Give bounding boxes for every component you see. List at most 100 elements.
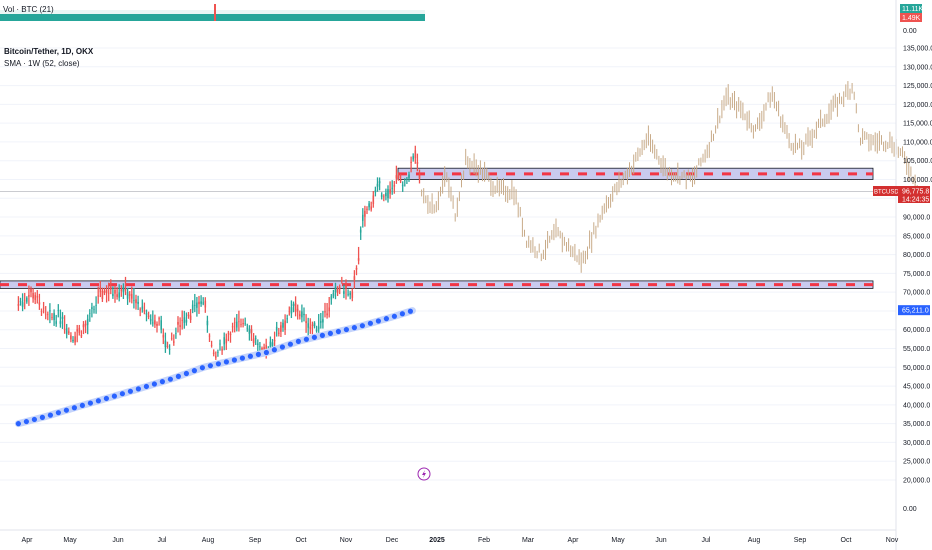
candle-body	[160, 320, 162, 330]
candle-body	[233, 322, 236, 323]
candle-body	[101, 290, 104, 299]
last-price-text: 96,775.8	[902, 189, 929, 196]
candle-body	[414, 150, 417, 159]
lightning-icon[interactable]	[417, 467, 431, 481]
price-tick-label: 105,000.0	[903, 158, 932, 165]
candle-body	[34, 295, 36, 300]
price-tick-label: 125,000.0	[903, 83, 932, 90]
volume-zero-label: 0.00	[903, 28, 917, 35]
sma-point	[279, 344, 285, 350]
sma-point	[215, 361, 221, 367]
candle-body	[168, 349, 171, 350]
candle-body	[273, 340, 276, 342]
price-tick-label: 25,000.0	[903, 459, 930, 466]
last-price-badge: 96,775.8 14:24:35	[898, 186, 930, 204]
candle-body	[112, 293, 114, 297]
candle-body	[303, 313, 305, 316]
symbol-badge: BTCUSDT	[873, 186, 903, 196]
candle-body	[368, 203, 370, 208]
candle-body	[23, 300, 26, 302]
sma-point	[79, 402, 85, 409]
candle-body	[328, 307, 330, 312]
candle-body	[338, 286, 341, 290]
candle-body	[177, 321, 179, 325]
sma-point	[175, 373, 181, 379]
volume-badge-2-text: 1.49K	[902, 15, 921, 22]
sma-line	[14, 307, 416, 428]
time-tick-label: Apr	[568, 537, 580, 544]
candle-body	[147, 315, 150, 317]
candle-body	[406, 178, 408, 180]
sma-point	[391, 313, 397, 319]
candle-body	[307, 323, 309, 328]
time-tick-label: Apr	[22, 537, 34, 544]
price-tick-label: 110,000.0	[903, 139, 932, 146]
candle-body	[105, 289, 108, 293]
candle-body	[278, 332, 280, 334]
time-tick-label: Feb	[478, 537, 490, 544]
candle-body	[254, 338, 257, 339]
candle-body	[206, 320, 209, 326]
time-tick-label: May	[611, 537, 625, 544]
support-band[interactable]	[0, 280, 874, 289]
candle-body	[78, 327, 81, 333]
price-tick-label: 80,000.0	[903, 252, 930, 259]
candle-body	[299, 314, 301, 317]
candle-body	[202, 302, 204, 304]
sma-point	[327, 330, 333, 337]
candle-body	[288, 310, 291, 312]
candle-body	[345, 285, 347, 288]
sma-point	[23, 418, 29, 425]
candle-body	[389, 189, 391, 194]
price-tick-label: 120,000.0	[903, 102, 932, 109]
candle-body	[399, 180, 402, 182]
candle-body	[32, 293, 34, 299]
candle-body	[63, 329, 66, 330]
sma-point	[239, 355, 245, 361]
candle-body	[284, 320, 286, 330]
price-tick-label: 45,000.0	[903, 384, 930, 391]
sma-point	[287, 341, 293, 347]
candle-body	[103, 290, 106, 293]
candle-body	[51, 317, 53, 318]
sma-point	[399, 311, 405, 317]
time-tick-label: Mar	[522, 537, 535, 544]
candle-body	[324, 311, 326, 313]
time-tick-label: Jul	[158, 537, 167, 544]
candle-body	[162, 335, 165, 338]
candle-body	[391, 187, 393, 189]
candle-body	[93, 308, 95, 310]
countdown-text: 14:24:35	[902, 197, 929, 204]
sma-point	[71, 405, 77, 411]
candle-body	[296, 308, 299, 312]
symbol-badge-text: BTCUSDT	[874, 190, 903, 196]
candle-body	[404, 180, 406, 181]
candle-body	[252, 338, 255, 343]
candle-body	[355, 267, 358, 270]
price-tick-label: 100,000.0	[903, 177, 932, 184]
resistance-band[interactable]	[397, 167, 874, 180]
candle-body	[170, 338, 173, 339]
candle-body	[401, 184, 404, 187]
time-tick-label: May	[63, 537, 77, 544]
candle-body	[135, 299, 137, 304]
candle-body	[114, 289, 116, 294]
candle-body	[194, 305, 196, 307]
price-tick-label: 55,000.0	[903, 346, 930, 353]
time-tick-label: Oct	[296, 537, 307, 544]
candle-body	[305, 321, 307, 324]
price-tick-label: 75,000.0	[903, 271, 930, 278]
time-axis[interactable]: Apr May Jun Jul Aug Sep Oct Nov Dec 2025 Feb Mar Apr…	[0, 529, 899, 544]
candle-body	[118, 292, 120, 298]
candle-body	[416, 162, 419, 164]
candle-body	[244, 323, 246, 324]
candle-body	[80, 335, 83, 337]
time-tick-label: 2025	[429, 537, 445, 544]
candle-body	[359, 229, 362, 233]
candle-body	[313, 322, 316, 327]
sma-point	[311, 334, 317, 340]
candle-body	[380, 194, 383, 197]
price-tick-label: 90,000.0	[903, 215, 930, 222]
candle-body	[189, 315, 192, 321]
candle-body	[372, 195, 375, 204]
